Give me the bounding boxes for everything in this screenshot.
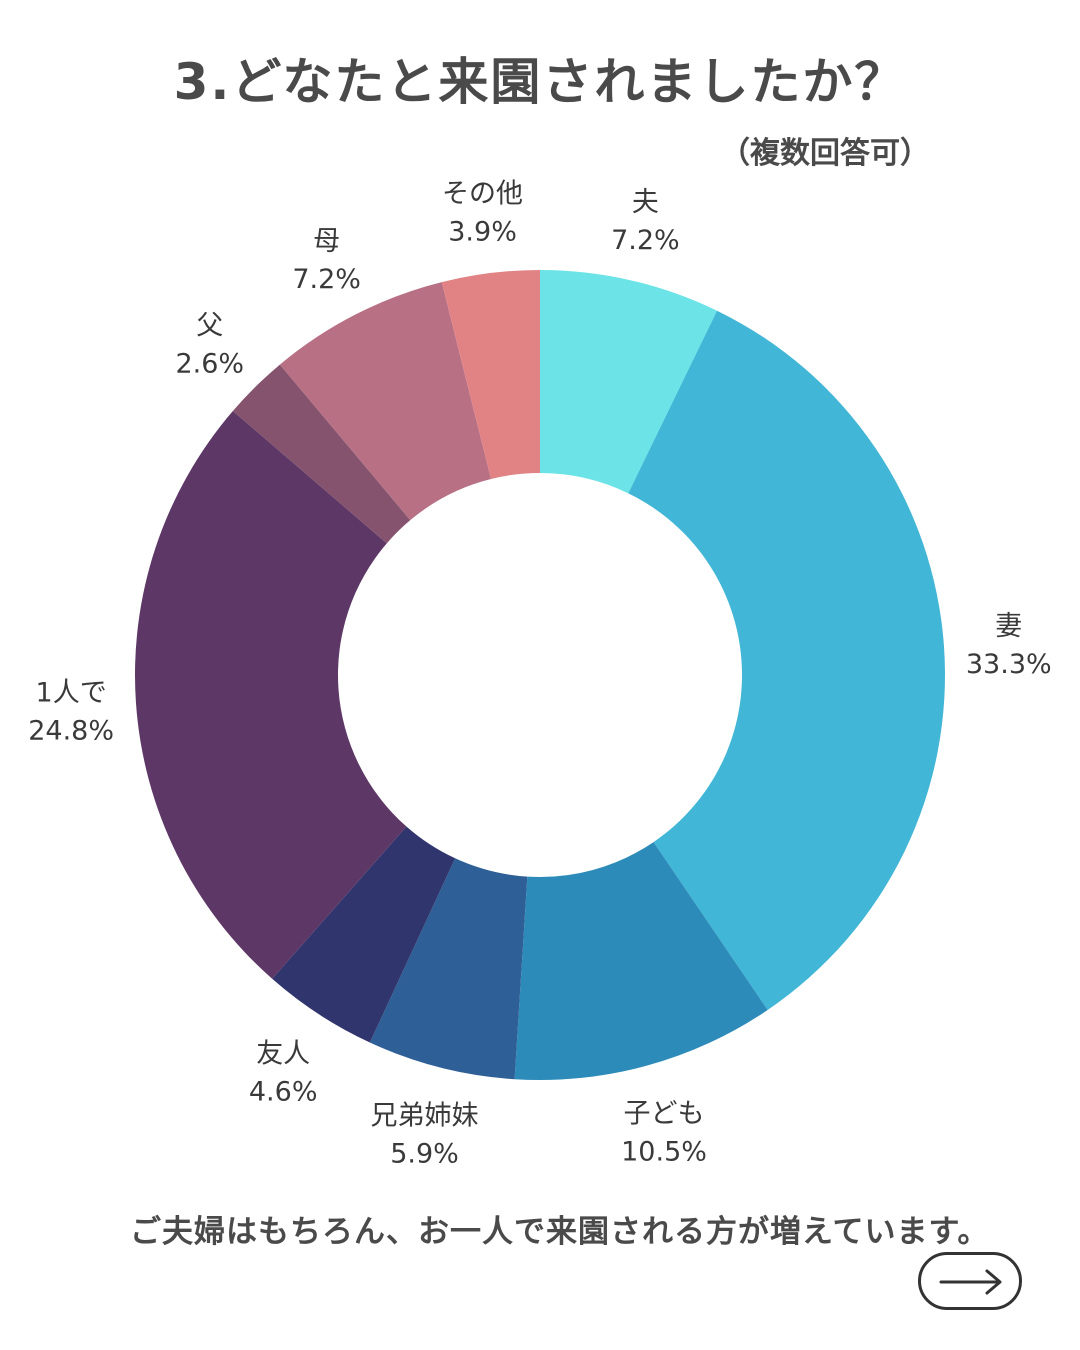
chart-title: 3.どなたと来園されましたか？ <box>173 53 907 111</box>
slice-label: 子ども <box>624 1098 705 1129</box>
slice-value: 33.3% <box>966 649 1052 680</box>
slice-2 <box>628 310 945 1010</box>
slice-3 <box>514 842 768 1081</box>
slice-value: 10.5% <box>621 1136 707 1167</box>
slice-9 <box>441 270 540 480</box>
slice-1 <box>540 270 718 494</box>
slice-value: 2.6% <box>175 349 244 380</box>
chart-subtitle: （複数回答可） <box>720 136 930 171</box>
slice-value: 4.6% <box>249 1077 318 1108</box>
slice-value: 3.9% <box>448 217 517 248</box>
slice-label: 父 <box>196 311 223 342</box>
slice-label: 友人 <box>256 1039 310 1070</box>
slice-value: 24.8% <box>28 715 114 746</box>
slice-label: 妻 <box>995 611 1022 642</box>
slice-label: その他 <box>442 179 523 210</box>
donut-chart: 夫 7.2% 妻 33.3% 子ども 10.5% 兄弟姉妹 5.9% 友人 4.6% 1人で 24.8… <box>28 179 1052 1170</box>
slice-value: 5.9% <box>390 1139 459 1170</box>
slice-4 <box>369 858 528 1080</box>
slice-value: 7.2% <box>611 225 680 256</box>
slice-6 <box>135 411 407 979</box>
next-button[interactable] <box>918 1252 1022 1310</box>
slice-label: 母 <box>313 226 340 257</box>
arrow-right-icon <box>939 1269 1002 1295</box>
slice-7 <box>232 364 411 544</box>
slice-5 <box>272 826 456 1043</box>
slice-label: 兄弟姉妹 <box>371 1101 479 1132</box>
slice-8 <box>279 282 491 521</box>
slice-value: 7.2% <box>292 264 361 295</box>
caption-text: ご夫婦はもちろん、お一人で来園される方が増えています。 <box>130 1214 990 1250</box>
slice-label: 1人で <box>36 677 107 708</box>
slice-label: 夫 <box>632 187 659 218</box>
